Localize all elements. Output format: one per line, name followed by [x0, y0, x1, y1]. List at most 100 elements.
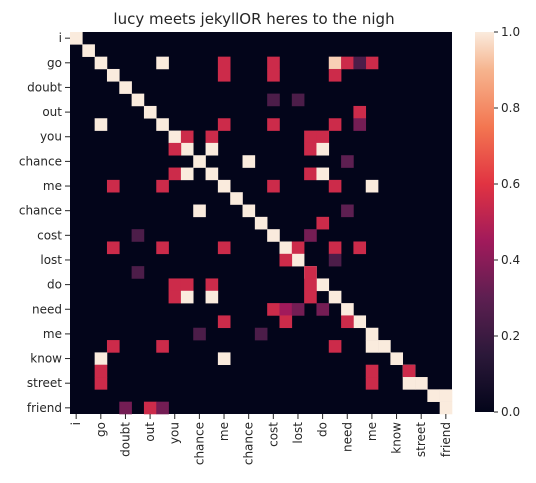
heatmap-cell	[365, 327, 379, 341]
y-tick-label: me	[43, 179, 62, 193]
heatmap-cell	[304, 278, 317, 292]
heatmap-cell	[328, 241, 342, 255]
heatmap-cell	[254, 327, 268, 341]
heatmap-cell	[316, 278, 330, 292]
heatmap-cell	[328, 68, 342, 82]
heatmap-cell	[180, 142, 194, 156]
heatmap-cell	[193, 155, 206, 168]
heatmap-cell	[119, 81, 132, 94]
heatmap-cell	[131, 229, 145, 242]
heatmap-cell	[328, 290, 342, 304]
x-tick-label: lost	[291, 422, 305, 444]
y-tick-labels: i go doubt out you chance me chance cost lost do ne…	[19, 31, 70, 415]
heatmap-cell	[242, 155, 256, 168]
y-tick-label: chance	[19, 154, 62, 168]
heatmap-cell	[353, 118, 367, 131]
heatmap-cell	[267, 179, 280, 193]
y-tick-label: do	[47, 278, 62, 292]
y-tick-label: go	[47, 56, 62, 70]
colorbar-tick-label: 0.8	[501, 101, 520, 115]
heatmap-cell	[180, 290, 194, 304]
heatmap-cell	[390, 352, 404, 366]
y-tick-label: friend	[27, 401, 62, 415]
y-tick-label: out	[42, 105, 62, 119]
heatmap-cell	[378, 340, 391, 353]
heatmap-cell	[217, 118, 231, 131]
heatmap-cell	[70, 32, 83, 45]
heatmap-cell	[82, 44, 95, 57]
heatmap-cell	[402, 364, 416, 378]
heatmap-cell	[193, 327, 206, 341]
heatmap-cell	[156, 118, 169, 131]
x-tick-label: you	[168, 422, 182, 444]
x-tick-label: me	[365, 422, 379, 441]
heatmap-cell	[94, 352, 108, 366]
heatmap-cell	[365, 179, 379, 193]
x-tick-label: doubt	[118, 422, 132, 457]
x-tick-label: i	[69, 422, 83, 425]
heatmap-cell	[254, 216, 268, 230]
x-tick-label: do	[316, 422, 330, 437]
heatmap-cell	[131, 93, 145, 107]
heatmap-cell	[156, 56, 169, 70]
x-tick-label: chance	[192, 422, 206, 465]
x-tick-label: know	[390, 422, 404, 454]
heatmap-cell	[304, 130, 317, 144]
heatmap-cell	[365, 340, 379, 353]
y-tick-label: doubt	[27, 80, 62, 94]
y-tick-label: i	[59, 31, 62, 45]
heatmap-cell	[439, 401, 453, 415]
y-tick-label: know	[30, 352, 62, 366]
heatmap-cell	[291, 303, 305, 316]
heatmap-cell	[168, 167, 182, 181]
heatmap-cell	[328, 179, 342, 193]
heatmap-cell	[316, 216, 330, 230]
heatmap-cell	[341, 315, 354, 329]
heatmap-cell	[353, 315, 367, 329]
heatmap-cell	[365, 56, 379, 70]
heatmap-cell	[156, 241, 169, 255]
heatmap-cell	[365, 364, 379, 378]
heatmap-cell	[267, 93, 280, 107]
heatmap-cell	[205, 142, 219, 156]
y-tick-label: street	[27, 376, 62, 390]
heatmap-cell	[365, 377, 379, 390]
heatmap-cell	[353, 105, 367, 119]
heatmap-cell	[217, 56, 231, 70]
heatmap-cell	[328, 118, 342, 131]
heatmap-cell	[291, 93, 305, 107]
heatmap-cell	[341, 155, 354, 168]
heatmap-cell	[304, 142, 317, 156]
x-tick-label: me	[217, 422, 231, 441]
heatmap-cell	[217, 179, 231, 193]
heatmap-cell	[94, 118, 108, 131]
heatmap-cell	[279, 303, 293, 316]
x-tick-label: chance	[242, 422, 256, 465]
heatmap-cell	[94, 56, 108, 70]
heatmap-cell	[279, 315, 293, 329]
colorbar-tick-label: 0.6	[501, 177, 520, 191]
colorbar-tick-label: 0.0	[501, 405, 520, 419]
heatmap-cells	[70, 32, 453, 415]
heatmap-cell	[168, 290, 182, 304]
heatmap-cell	[353, 56, 367, 70]
y-tick-label: need	[32, 302, 62, 316]
heatmap-cell	[267, 56, 280, 70]
heatmap-cell	[439, 389, 453, 402]
heatmap-cell	[328, 253, 342, 267]
heatmap-cell	[279, 241, 293, 255]
heatmap-cell	[242, 204, 256, 218]
heatmap-cell	[106, 179, 120, 193]
x-tick-label: cost	[266, 422, 280, 447]
heatmap-cell	[156, 179, 169, 193]
heatmap-cell	[168, 142, 182, 156]
chart-title: lucy meets jekyllOR heres to the nigh	[113, 10, 394, 28]
heatmap-cell	[205, 130, 219, 144]
heatmap-cell	[205, 290, 219, 304]
y-tick-label: chance	[19, 204, 62, 218]
x-tick-label: friend	[439, 422, 453, 457]
colorbar-ticks: 0.0 0.2 0.4 0.6 0.8 1.0	[494, 25, 520, 419]
heatmap-cell	[304, 229, 317, 242]
heatmap-cell	[353, 241, 367, 255]
